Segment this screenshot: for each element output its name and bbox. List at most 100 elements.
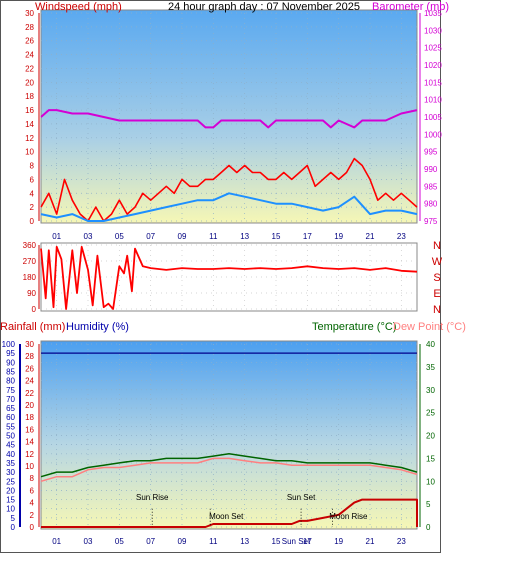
barometer-tick-label: 1005 bbox=[424, 113, 442, 122]
temperature-tick-label: 35 bbox=[426, 363, 435, 372]
event-label: Sun Set bbox=[287, 493, 316, 502]
compass-label: N bbox=[433, 304, 441, 316]
wind-tick-label: 26 bbox=[25, 37, 34, 46]
temperature-series bbox=[40, 453, 418, 478]
x-tick-label: 03 bbox=[84, 232, 93, 241]
barometer-tick-label: 990 bbox=[424, 165, 438, 174]
rain-tick-label: 20 bbox=[25, 401, 34, 410]
event-label: Moon Rise bbox=[329, 512, 368, 521]
x-tick-label: 17 bbox=[303, 232, 312, 241]
x-tick-label: 01 bbox=[52, 232, 61, 241]
direction-tick-label: 180 bbox=[23, 273, 37, 282]
dewpoint-axis-label: Dew Point (°C) bbox=[393, 321, 466, 333]
series-layer: Sun Rise Moon Set Sun Set Moon Rise bbox=[40, 109, 418, 528]
wind-tick-label: 16 bbox=[25, 106, 34, 115]
barometer-tick-label: 1015 bbox=[424, 78, 442, 87]
rainfall-series bbox=[41, 498, 418, 528]
wind-tick-label: 24 bbox=[25, 51, 34, 60]
rain-tick-label: 24 bbox=[25, 377, 34, 386]
outer-border bbox=[0, 0, 441, 553]
barometer-tick-label: 1000 bbox=[424, 130, 442, 139]
x-tick-label: 01 bbox=[52, 537, 61, 546]
x-tick-label: 05 bbox=[115, 537, 124, 546]
x-tick-label: 11 bbox=[209, 537, 218, 546]
humidity-tick-label: 85 bbox=[6, 367, 15, 376]
humidity-tick-label: 20 bbox=[6, 486, 15, 495]
humidity-tick-label: 80 bbox=[6, 377, 15, 386]
rain-tick-label: 26 bbox=[25, 364, 34, 373]
direction-tick-label: 360 bbox=[23, 241, 37, 250]
temperature-tick-label: 5 bbox=[426, 500, 431, 509]
x-tick-label: 09 bbox=[178, 537, 187, 546]
barometer-tick-label: 995 bbox=[424, 148, 438, 157]
humidity-tick-label: 45 bbox=[6, 441, 15, 450]
direction-panel-frame bbox=[40, 242, 418, 312]
humidity-tick-label: 25 bbox=[6, 477, 15, 486]
x-tick-label: 13 bbox=[240, 537, 249, 546]
rain-tick-label: 6 bbox=[30, 486, 35, 495]
direction-tick-label: 90 bbox=[27, 289, 36, 298]
humidity-tick-label: 60 bbox=[6, 413, 15, 422]
wind-average-series bbox=[40, 192, 418, 222]
rain-tick-label: 30 bbox=[25, 340, 34, 349]
humidity-tick-label: 100 bbox=[2, 340, 16, 349]
compass-label: N bbox=[433, 240, 441, 252]
x-tick-label: 09 bbox=[178, 232, 187, 241]
wind-tick-label: 28 bbox=[25, 23, 34, 32]
compass-label: W bbox=[432, 256, 443, 268]
x-tick-label: 23 bbox=[397, 232, 406, 241]
x-extra-label: Sun Set bbox=[282, 537, 311, 546]
wind-tick-label: 30 bbox=[25, 9, 34, 18]
rain-tick-label: 22 bbox=[25, 389, 34, 398]
barometer-tick-label: 975 bbox=[424, 217, 438, 226]
x-tick-label: 05 bbox=[115, 232, 124, 241]
wind-tick-label: 4 bbox=[30, 189, 35, 198]
rain-tick-label: 0 bbox=[30, 523, 35, 532]
barometer-tick-label: 980 bbox=[424, 200, 438, 209]
compass-label: S bbox=[433, 272, 440, 284]
humidity-tick-label: 35 bbox=[6, 459, 15, 468]
temperature-tick-label: 30 bbox=[426, 386, 435, 395]
rain-tick-label: 28 bbox=[25, 352, 34, 361]
rain-tick-label: 16 bbox=[25, 425, 34, 434]
chart-title: 24 hour graph day : 07 November 2025 bbox=[168, 1, 360, 13]
rain-tick-label: 8 bbox=[30, 474, 35, 483]
wind-tick-label: 18 bbox=[25, 92, 34, 101]
rain-tick-label: 10 bbox=[25, 462, 34, 471]
temperature-axis-label: Temperature (°C) bbox=[312, 321, 396, 333]
barometer-tick-label: 1030 bbox=[424, 26, 442, 35]
x-tick-label: 19 bbox=[334, 232, 343, 241]
axes-layer: 0246810121416182022242628309759809859909… bbox=[2, 9, 443, 546]
barometer-tick-label: 1010 bbox=[424, 96, 442, 105]
humidity-tick-label: 95 bbox=[6, 349, 15, 358]
barometer-tick-label: 1025 bbox=[424, 44, 442, 53]
humidity-axis-label: Humidity (%) bbox=[66, 321, 129, 333]
x-tick-label: 11 bbox=[209, 232, 218, 241]
humidity-tick-label: 15 bbox=[6, 496, 15, 505]
x-tick-label: 15 bbox=[272, 537, 281, 546]
x-tick-label: 17 bbox=[303, 537, 312, 546]
humidity-tick-label: 50 bbox=[6, 432, 15, 441]
wind-tick-label: 14 bbox=[25, 120, 34, 129]
x-tick-label: 13 bbox=[240, 232, 249, 241]
wind-tick-label: 0 bbox=[30, 217, 35, 226]
compass-label: E bbox=[433, 288, 440, 300]
wind-tick-label: 6 bbox=[30, 175, 35, 184]
wind-tick-label: 2 bbox=[30, 203, 35, 212]
wind-axis-label: Windspeed (mph) bbox=[35, 1, 122, 13]
direction-tick-label: 0 bbox=[32, 305, 37, 314]
wind-tick-label: 8 bbox=[30, 162, 35, 171]
humidity-tick-label: 75 bbox=[6, 386, 15, 395]
temperature-tick-label: 20 bbox=[426, 432, 435, 441]
direction-tick-label: 270 bbox=[23, 257, 37, 266]
x-tick-label: 23 bbox=[397, 537, 406, 546]
wind-tick-label: 10 bbox=[25, 148, 34, 157]
humidity-tick-label: 40 bbox=[6, 450, 15, 459]
dewpoint-series bbox=[40, 457, 418, 483]
humidity-tick-label: 10 bbox=[6, 505, 15, 514]
temperature-tick-label: 10 bbox=[426, 477, 435, 486]
humidity-tick-label: 0 bbox=[11, 523, 16, 532]
temperature-tick-label: 15 bbox=[426, 454, 435, 463]
